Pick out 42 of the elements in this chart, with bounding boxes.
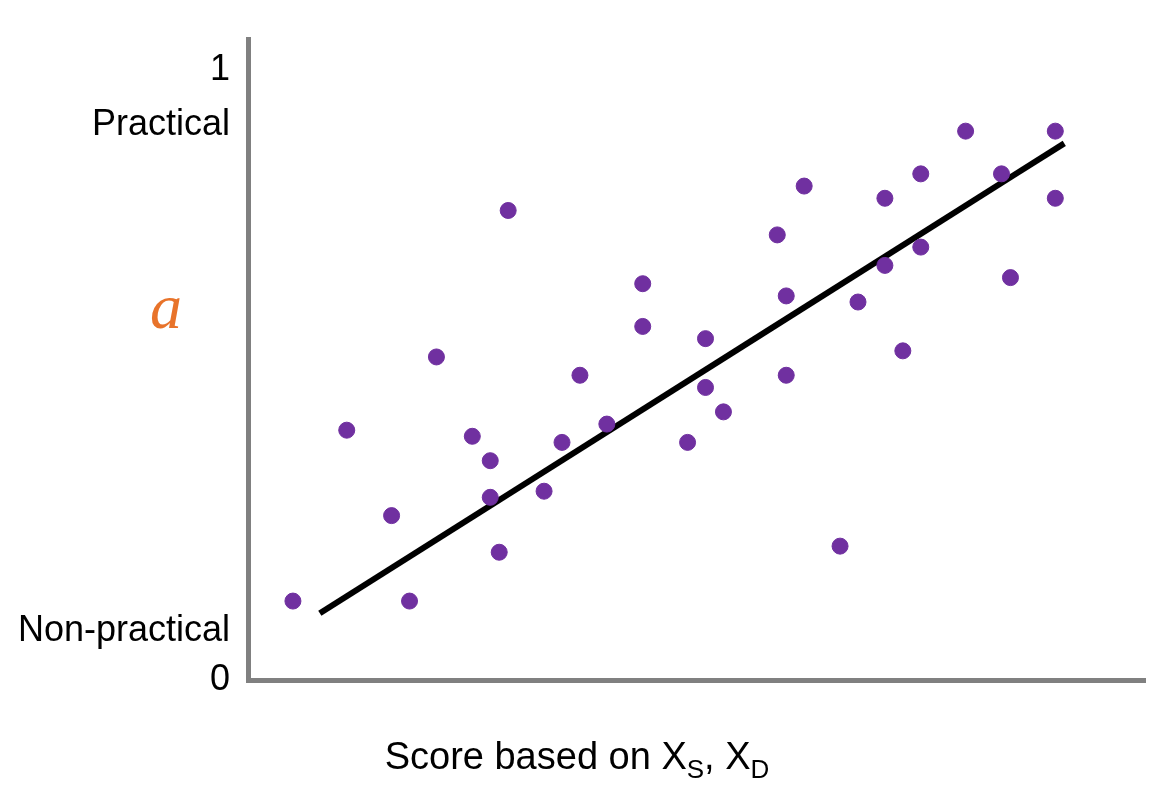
point bbox=[535, 482, 553, 500]
point bbox=[481, 488, 499, 506]
y-tick-label: 1 bbox=[210, 47, 231, 89]
point bbox=[876, 189, 894, 207]
point bbox=[714, 403, 732, 421]
point bbox=[383, 507, 401, 525]
point bbox=[679, 433, 697, 451]
point bbox=[912, 165, 930, 183]
y-tick-label: Practical bbox=[92, 101, 231, 143]
point bbox=[284, 592, 302, 610]
point bbox=[992, 165, 1010, 183]
point bbox=[894, 342, 912, 360]
x-axis-title: Score based on X$_{S}$, X$_{D}$ bbox=[383, 735, 771, 785]
point bbox=[768, 226, 786, 244]
point bbox=[1001, 269, 1019, 287]
y-axis-title: a bbox=[150, 270, 182, 344]
point bbox=[499, 201, 517, 219]
point bbox=[777, 366, 795, 384]
point bbox=[697, 378, 715, 396]
y-tick-label: 0 bbox=[210, 657, 231, 699]
point bbox=[777, 287, 795, 305]
point bbox=[481, 452, 499, 470]
point bbox=[912, 238, 930, 256]
point bbox=[401, 592, 419, 610]
point bbox=[634, 275, 652, 293]
point bbox=[1046, 189, 1064, 207]
point bbox=[957, 122, 975, 140]
point bbox=[634, 317, 652, 335]
point bbox=[490, 543, 508, 561]
point bbox=[338, 421, 356, 439]
point bbox=[553, 433, 571, 451]
point bbox=[598, 415, 616, 433]
point bbox=[831, 537, 849, 555]
point bbox=[463, 427, 481, 445]
point bbox=[849, 293, 867, 311]
y-tick-label: Non-practical bbox=[17, 608, 231, 650]
point bbox=[697, 330, 715, 348]
point bbox=[1046, 122, 1064, 140]
point bbox=[795, 177, 813, 195]
point bbox=[876, 256, 894, 274]
point bbox=[427, 348, 445, 366]
point bbox=[571, 366, 589, 384]
